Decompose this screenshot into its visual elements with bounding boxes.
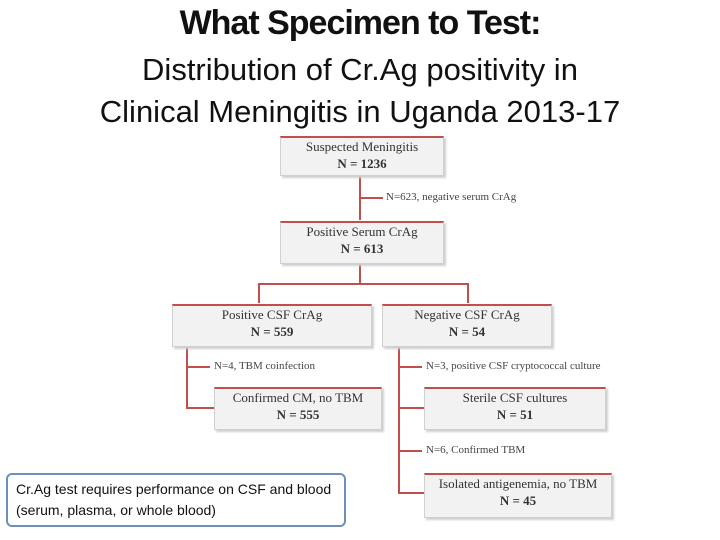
connector-suspected-trunk (359, 173, 361, 220)
box-confirmed-cm: Confirmed CM, no TBM N = 555 (214, 387, 382, 430)
connector-to-positive-csf (258, 283, 260, 303)
note-negative-serum: N=623, negative serum CrAg (386, 191, 517, 203)
box-count: N = 613 (340, 241, 384, 256)
slide-subtitle-line-2: Clinical Meningitis in Uganda 2013-17 (99, 94, 621, 129)
connector-to-negative-serum-note (361, 197, 383, 199)
connector-negative-csf-branch (398, 346, 400, 494)
slide-title: What Specimen to Test: (179, 4, 542, 42)
slide-subtitle-line-1: Distribution of Cr.Ag positivity in (142, 52, 578, 87)
box-negative-csf-crag: Negative CSF CrAg N = 54 (382, 304, 552, 347)
note-confirmed-tbm: N=6, Confirmed TBM (426, 444, 526, 456)
box-suspected-meningitis: Suspected Meningitis N = 1236 (280, 136, 444, 176)
box-label: Suspected Meningitis (305, 139, 419, 154)
box-label: Negative CSF CrAg (414, 307, 520, 322)
connector-positive-serum-trunk (359, 262, 361, 284)
note-tbm-coinfection: N=4, TBM coinfection (214, 360, 316, 372)
callout-text: Cr.Ag test requires performance on CSF a… (16, 481, 332, 518)
box-count: N = 1236 (337, 156, 387, 171)
box-label: Positive Serum CrAg (306, 224, 418, 239)
connector-to-confirmed-tbm-note (398, 450, 422, 452)
box-isolated-antigenemia: Isolated antigenemia, no TBM N = 45 (424, 473, 612, 518)
connector-positive-csf-branch (186, 346, 188, 408)
box-label: Isolated antigenemia, no TBM (438, 476, 598, 491)
connector-to-sterile-csf (398, 407, 424, 409)
box-positive-serum-crag: Positive Serum CrAg N = 613 (280, 221, 444, 264)
box-count: N = 559 (250, 324, 294, 339)
box-count: N = 555 (276, 407, 320, 422)
box-count: N = 51 (496, 407, 534, 422)
box-positive-csf-crag: Positive CSF CrAg N = 559 (172, 304, 372, 347)
connector-to-negative-csf (467, 283, 469, 303)
connector-split-horizontal (258, 283, 469, 285)
connector-to-confirmed-cm (186, 407, 214, 409)
connector-to-isolated-antigenemia (398, 492, 424, 494)
box-label: Sterile CSF cultures (462, 390, 568, 405)
box-count: N = 54 (448, 324, 486, 339)
box-label: Confirmed CM, no TBM (232, 390, 364, 405)
callout-box: Cr.Ag test requires performance on CSF a… (6, 473, 346, 527)
box-count: N = 45 (499, 493, 537, 508)
box-sterile-csf-cultures: Sterile CSF cultures N = 51 (424, 387, 606, 430)
box-label: Positive CSF CrAg (221, 307, 323, 322)
connector-to-tbm-note (186, 366, 210, 368)
connector-to-culture-note (398, 366, 422, 368)
note-positive-culture: N=3, positive CSF cryptococcal culture (426, 360, 601, 372)
